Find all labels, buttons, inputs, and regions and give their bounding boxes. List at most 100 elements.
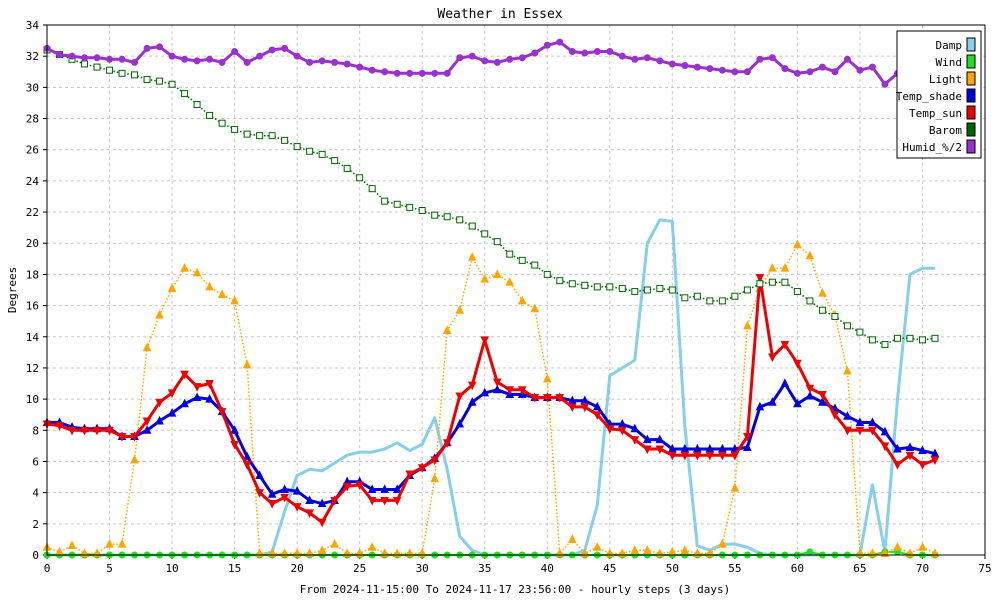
data-point: [205, 281, 214, 291]
y-tick-label: 2: [32, 518, 39, 531]
data-point: [630, 545, 640, 554]
data-point: [180, 370, 189, 380]
data-point: [480, 336, 490, 346]
data-point: [231, 48, 239, 55]
data-point: [293, 143, 301, 151]
data-point: [492, 269, 502, 278]
data-point: [142, 417, 152, 427]
data-point: [155, 415, 164, 425]
data-point: [731, 292, 739, 300]
data-point: [743, 320, 752, 330]
data-point: [806, 548, 814, 556]
data-point: [193, 101, 201, 108]
data-point: [242, 359, 252, 369]
data-point: [131, 71, 139, 79]
data-point: [355, 481, 364, 490]
data-point: [442, 325, 452, 335]
data-point: [517, 386, 527, 395]
data-point: [443, 69, 451, 77]
data-point: [242, 451, 252, 461]
data-point: [581, 49, 589, 57]
data-point: [81, 54, 89, 62]
data-point: [393, 69, 401, 77]
data-point: [905, 442, 915, 451]
series-humid-2: [43, 38, 914, 88]
data-point: [418, 207, 426, 214]
data-point: [255, 470, 264, 479]
data-point: [167, 389, 177, 399]
y-tick-label: 4: [32, 487, 39, 500]
x-tick-label: 60: [791, 562, 804, 575]
data-point: [180, 398, 189, 408]
legend-label: Barom: [929, 124, 962, 137]
plot-frame: [46, 24, 986, 556]
data-point: [518, 54, 526, 62]
data-point: [918, 445, 927, 455]
data-point: [342, 482, 352, 492]
data-point: [718, 66, 726, 74]
data-point: [755, 401, 765, 411]
legend-swatch: [966, 105, 976, 120]
data-point: [781, 65, 789, 73]
data-point: [268, 132, 276, 140]
data-point: [392, 496, 402, 506]
y-tick-label: 24: [26, 175, 40, 188]
data-point: [831, 68, 839, 76]
data-point: [881, 341, 889, 349]
legend-label: Temp_shade: [896, 90, 962, 103]
data-point: [480, 387, 490, 397]
data-point: [605, 425, 615, 434]
data-point: [868, 417, 877, 426]
data-point: [617, 426, 627, 436]
data-point: [255, 489, 264, 498]
series-light: [42, 239, 940, 557]
data-point: [167, 283, 177, 292]
data-point: [130, 433, 139, 442]
data-point: [868, 63, 876, 71]
data-point: [368, 185, 376, 193]
data-point: [631, 55, 639, 63]
data-point: [506, 250, 514, 258]
data-point: [206, 111, 214, 119]
data-point: [443, 213, 451, 221]
data-point: [855, 426, 865, 436]
data-point: [392, 484, 402, 494]
data-point: [280, 484, 289, 494]
data-point: [793, 398, 802, 408]
data-point: [467, 397, 477, 406]
data-point: [768, 278, 776, 286]
data-point: [705, 451, 715, 461]
data-point: [67, 426, 77, 436]
data-point: [592, 401, 602, 411]
data-point: [417, 464, 427, 473]
legend-label: Light: [929, 73, 962, 86]
data-point: [467, 381, 477, 391]
data-point: [117, 433, 127, 442]
data-point: [230, 425, 239, 434]
data-point: [743, 68, 751, 76]
data-point: [567, 403, 577, 413]
data-point: [492, 384, 502, 394]
data-point: [680, 545, 690, 554]
data-point: [143, 76, 151, 84]
legend-label: Humid_%/2: [902, 141, 962, 154]
data-point: [206, 55, 214, 63]
data-point: [818, 306, 826, 314]
legend-swatch: [966, 71, 976, 86]
data-point: [568, 48, 576, 55]
data-point: [818, 287, 827, 297]
data-point: [180, 263, 189, 272]
data-point: [518, 256, 526, 264]
data-point: [430, 456, 440, 466]
data-point: [142, 342, 152, 352]
data-point: [918, 336, 926, 344]
data-point: [243, 58, 251, 66]
data-point: [93, 63, 101, 71]
data-point: [331, 157, 339, 165]
y-tick-label: 32: [26, 50, 39, 63]
data-point: [167, 408, 177, 417]
data-point: [693, 292, 701, 300]
x-tick-label: 40: [541, 562, 554, 575]
data-point: [593, 48, 601, 55]
